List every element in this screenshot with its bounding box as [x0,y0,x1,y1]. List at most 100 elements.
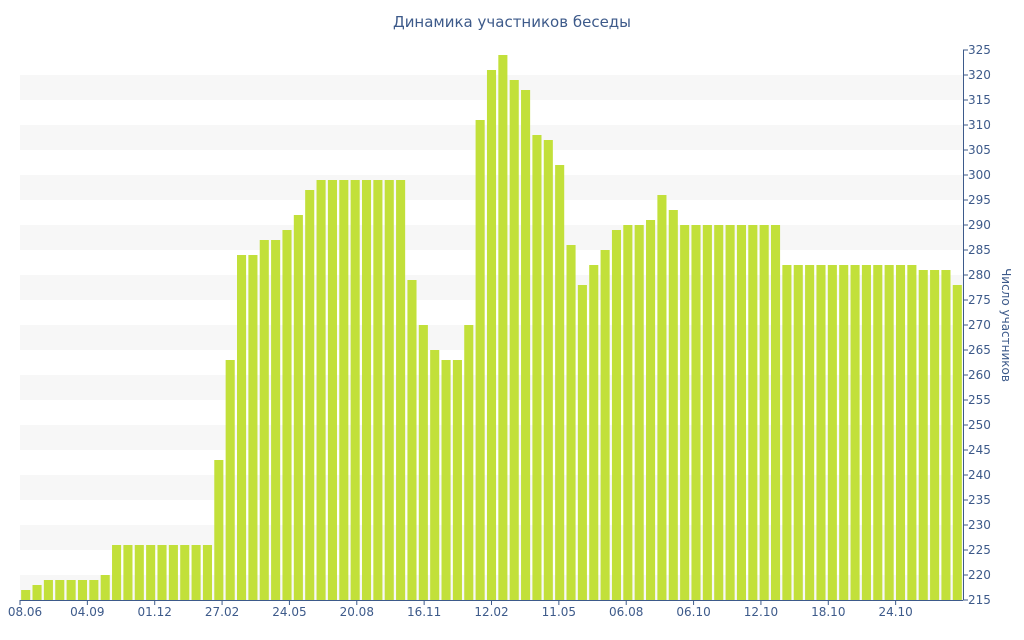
bar [248,255,258,600]
x-tick-label: 06.08 [609,605,643,619]
x-tick-label: 04.09 [70,605,104,619]
bar [714,225,724,600]
y-tick-label: 320 [968,68,991,82]
chart-title: Динамика участников беседы [392,13,632,31]
y-axis-title: Число участников [999,268,1013,382]
bar [361,180,372,600]
bar [907,265,917,600]
bar [327,180,337,600]
y-tick-label: 215 [968,593,991,607]
bar [214,460,224,600]
bar [805,265,815,600]
bar [32,585,42,600]
y-tick-label: 300 [968,168,991,182]
bars [21,55,962,600]
y-tick-label: 305 [968,143,991,157]
y-tick-label: 260 [968,368,991,382]
bar [157,545,167,600]
bar [134,545,144,600]
bar [657,195,667,600]
bar [532,135,542,600]
bar [123,545,133,600]
y-axis: 215 220 225 230 235 240 245 250 255 260 265 270 275 2… [963,43,991,607]
bar [668,210,678,600]
bar [168,545,178,600]
y-tick-label: 265 [968,343,991,357]
bar [839,265,849,600]
bar [725,225,735,600]
y-tick-label: 290 [968,218,991,232]
x-tick-label: 20.08 [340,605,374,619]
bar [873,265,883,600]
bar [464,325,474,600]
bar [861,265,871,600]
bar [475,120,485,600]
x-tick-label: 16.11 [407,605,441,619]
bar [43,580,53,600]
bar [702,225,712,600]
bar [736,225,746,600]
x-tick-label: 11.05 [542,605,576,619]
y-tick-label: 240 [968,468,991,482]
bar [748,225,758,600]
bar [441,360,451,600]
y-tick-label: 235 [968,493,991,507]
bar [180,545,190,600]
x-tick-label: 12.10 [744,605,778,619]
y-tick-label: 245 [968,443,991,457]
bar [316,180,326,600]
bar [850,265,860,600]
bar [66,580,76,600]
bar [89,580,99,600]
bar [521,90,531,600]
bar [430,350,440,600]
x-axis: 08.06 04.09 01.12 27.02 24.05 20.08 16.11 12.02… [8,600,963,619]
x-tick-label: 24.05 [272,605,306,619]
x-tick-label: 06.10 [676,605,710,619]
y-tick-label: 270 [968,318,991,332]
bar [384,180,394,600]
bar [918,270,928,600]
y-tick-label: 325 [968,43,991,57]
y-tick-label: 315 [968,93,991,107]
y-tick-label: 230 [968,518,991,532]
x-tick-label: 08.06 [8,605,42,619]
y-tick-label: 220 [968,568,991,582]
bar [600,250,610,600]
bar [293,215,303,600]
bar [827,265,837,600]
bar [952,285,962,600]
bar [350,180,360,600]
bar [623,225,633,600]
bar [259,240,269,600]
bar [646,220,656,600]
bar [452,360,462,600]
bar [543,140,553,600]
bar [282,230,292,600]
bar [589,265,599,600]
bar [112,545,122,600]
x-tick-label: 24.10 [878,605,912,619]
bar [941,270,951,600]
y-tick-label: 285 [968,243,991,257]
y-tick-label: 255 [968,393,991,407]
bar [305,190,315,600]
bar [191,545,201,600]
bar [930,270,940,600]
bar [396,180,406,600]
bar [146,545,156,600]
bar [884,265,894,600]
y-tick-label: 275 [968,293,991,307]
bar [634,225,644,600]
bar [498,55,508,600]
bar [555,165,565,600]
y-tick-label: 280 [968,268,991,282]
bar [577,285,587,600]
bar [339,180,349,600]
bar [782,265,792,600]
bar [77,580,88,600]
x-tick-label: 01.12 [138,605,172,619]
bar [373,180,383,600]
